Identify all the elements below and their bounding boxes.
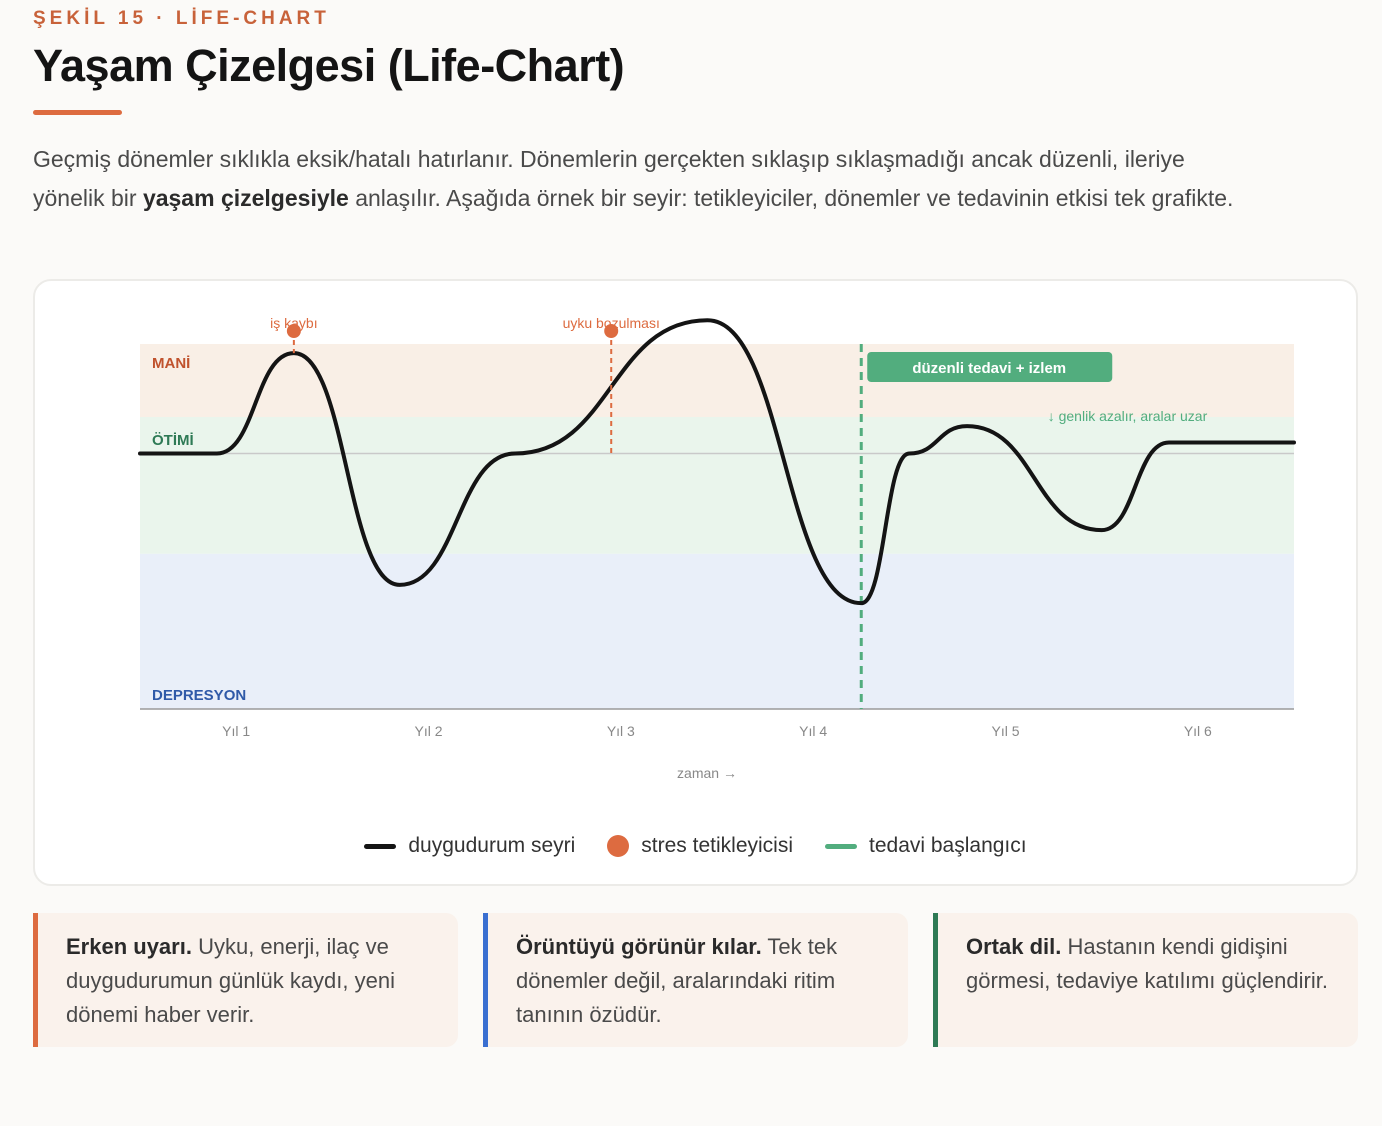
zone-depression-label: DEPRESYON <box>152 687 246 704</box>
legend-label-trigger: stres tetikleyicisi <box>641 834 793 857</box>
life-chart-card: MANİ ÖTİMİ DEPRESYON Yıl 1 Yıl 2 Yıl 3 Yıl 4 Yı… <box>33 279 1358 886</box>
card-heading: Erken uyarı. <box>66 934 192 959</box>
title-underline <box>33 110 122 115</box>
card-text: Tek tek dönemler değil, aralarındaki rit… <box>516 934 838 1027</box>
card-pattern: Örüntüyü görünür kılar. Tek tek dönemler… <box>483 913 908 1047</box>
legend-dashed-swatch <box>825 843 857 849</box>
card-heading: Örüntüyü görünür kılar. <box>516 934 762 959</box>
card-heading: Ortak dil. <box>966 934 1062 959</box>
treatment-note: ↓ genlik azalır, aralar uzar <box>1048 408 1208 424</box>
zone-mania-band <box>140 344 1294 417</box>
mood-course-line <box>138 318 1296 606</box>
legend-dot-swatch <box>607 835 630 857</box>
chart-legend: duygudurum seyri stres tetikleyicisi ted… <box>35 834 1356 858</box>
legend-item-trigger: stres tetikleyicisi <box>607 834 793 858</box>
intro-paragraph: Geçmiş dönemler sıklıkla eksik/hatalı ha… <box>33 140 1253 218</box>
x-tick-label: Yıl 3 <box>607 723 635 739</box>
page-title: Yaşam Çizelgesi (Life-Chart) <box>33 40 625 91</box>
legend-label-mood: duygudurum seyri <box>408 834 576 857</box>
x-tick-label: Yıl 2 <box>414 723 442 739</box>
life-chart: MANİ ÖTİMİ DEPRESYON Yıl 1 Yıl 2 Yıl 3 Yıl 4 Yı… <box>138 315 1296 781</box>
treatment-badge-label: düzenli tedavi + izlem <box>912 360 1066 377</box>
trigger-dot <box>286 324 301 338</box>
figure-kicker: ŞEKİL 15 · LİFE-CHART <box>33 8 330 29</box>
legend-item-mood: duygudurum seyri <box>364 834 575 858</box>
intro-text-2: anlaşılır. Aşağıda örnek bir seyir: teti… <box>348 185 1234 211</box>
legend-label-treatment: tedavi başlangıcı <box>869 834 1027 857</box>
legend-line-swatch <box>364 843 397 849</box>
x-tick-label: Yıl 4 <box>799 723 827 739</box>
x-tick-label: Yıl 5 <box>991 723 1019 739</box>
intro-text-1: Geçmiş dönemler sıklıkla eksik/hatalı ha… <box>33 146 1185 211</box>
x-tick-label: Yıl 6 <box>1184 723 1212 739</box>
card-common-language: Ortak dil. Hastanın kendi gidişini görme… <box>933 913 1358 1047</box>
card-text: Uyku, enerji, ilaç ve duygudurumun günlü… <box>66 934 395 1027</box>
zone-euthymia-label: ÖTİMİ <box>152 432 194 449</box>
zone-depression-band <box>140 553 1294 709</box>
zone-mania-label: MANİ <box>152 355 190 372</box>
treatment-badge <box>867 352 1113 382</box>
legend-item-treatment: tedavi başlangıcı <box>825 834 1027 858</box>
x-axis-label: zaman → <box>677 765 737 781</box>
x-tick-label: Yıl 1 <box>222 723 250 739</box>
trigger-label: iş kaybı <box>270 315 317 331</box>
card-text: Hastanın kendi gidişini görmesi, tedaviy… <box>966 934 1328 993</box>
trigger-label: uyku bozulması <box>563 315 660 331</box>
zone-euthymia-band <box>140 417 1294 554</box>
card-early-warning: Erken uyarı. Uyku, enerji, ilaç ve duygu… <box>33 913 458 1047</box>
intro-bold: yaşam çizelgesiyle <box>142 185 349 211</box>
info-cards: Erken uyarı. Uyku, enerji, ilaç ve duygu… <box>33 913 1358 1047</box>
trigger-dot <box>604 324 619 338</box>
